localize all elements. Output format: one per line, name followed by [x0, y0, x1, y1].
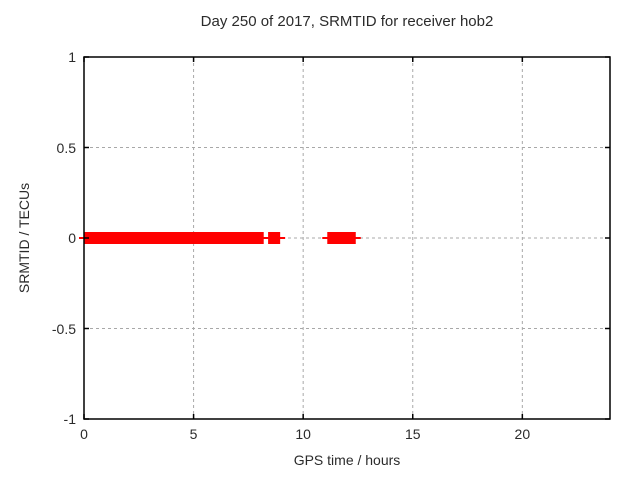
y-tick-label: 1 — [68, 49, 76, 65]
x-tick-label: 15 — [404, 426, 421, 442]
x-tick-label: 0 — [80, 426, 88, 442]
x-axis-label: GPS time / hours — [293, 452, 401, 468]
chart-title: Day 250 of 2017, SRMTID for receiver hob… — [200, 13, 494, 30]
x-tick-label: 10 — [295, 426, 311, 442]
y-tick-label: -1 — [63, 411, 76, 427]
y-tick-label: -0.5 — [51, 320, 76, 337]
data-segment — [268, 232, 281, 244]
x-tick-label: 5 — [189, 426, 198, 442]
x-tick-label: 20 — [514, 426, 531, 442]
y-tick-label: 0.5 — [56, 139, 76, 156]
data-segment — [327, 232, 356, 244]
data-segment — [84, 232, 264, 244]
y-tick-label: 0 — [68, 230, 76, 246]
